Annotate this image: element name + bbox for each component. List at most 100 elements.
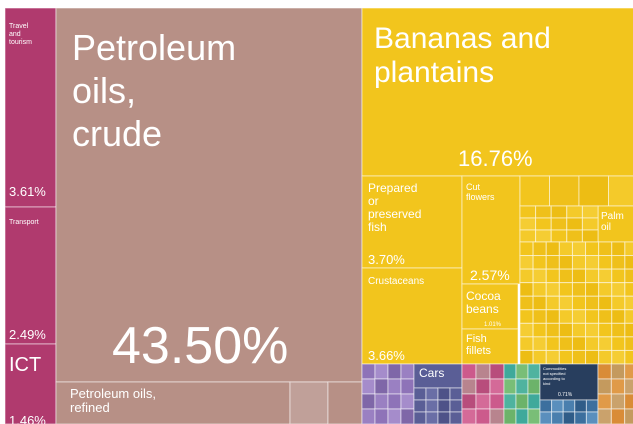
food-small-grid-cell (624, 309, 633, 324)
food-small-grid-cell (545, 322, 560, 338)
food-small-row1-cell (608, 175, 633, 207)
value-crustaceans: 3.66% (368, 348, 405, 363)
food-small-grid-cell (598, 295, 613, 311)
food-small-grid-cell (532, 295, 547, 311)
food-small-grid-cell (585, 255, 600, 270)
machinery-block-cell (400, 408, 415, 424)
value-cut-flowers: 2.57% (470, 267, 510, 283)
food-small-grid-cell (598, 322, 613, 338)
food-small-block-cell (550, 229, 568, 243)
misc-green-block-cell (515, 378, 529, 395)
machinery-block-cell (374, 408, 389, 424)
misc-orange-block-cell (624, 408, 633, 424)
tile-commodities-not-specified-according-to-kind (539, 363, 599, 401)
misc-blue-block-cell (562, 411, 576, 424)
food-small-grid-cell (611, 282, 626, 297)
vehicles-block-cell (425, 399, 439, 413)
machinery-block-cell (361, 408, 376, 424)
food-small-grid-cell (558, 241, 573, 257)
food-small-block-cell (519, 229, 537, 243)
food-small-block-cell (535, 229, 552, 243)
food-small-block-cell (566, 229, 583, 243)
chemicals-block-cell (475, 393, 491, 410)
food-small-block-cell (566, 205, 583, 219)
machinery-block-cell (400, 363, 415, 380)
food-small-grid-cell (611, 255, 626, 270)
food-small-grid-cell (598, 336, 613, 351)
misc-green-block-cell (515, 393, 529, 410)
label-transport: Transport (9, 219, 39, 226)
food-small-grid-cell (532, 241, 547, 257)
food-small-block-cell (566, 217, 583, 231)
food-small-block-cell (550, 217, 568, 231)
label-palm-oil: Palm oil (601, 211, 624, 233)
misc-orange-block-cell (597, 408, 612, 424)
machinery-block-cell (387, 363, 402, 380)
food-small-grid-cell (545, 268, 560, 284)
tile-cocoa-beans (461, 283, 519, 330)
food-small-grid-cell (611, 309, 626, 324)
food-small-grid-cell (611, 295, 626, 311)
misc-blue-block-cell (574, 411, 587, 424)
label-crustaceans: Crustaceans (368, 276, 424, 287)
food-small-grid-cell (571, 295, 587, 311)
food-small-grid-cell (585, 349, 600, 365)
vehicles-block-cell (449, 399, 463, 413)
food-small-grid-cell (624, 322, 633, 338)
machinery-block-cell (387, 408, 402, 424)
chemicals-block-cell (475, 378, 491, 395)
misc-blue-block-cell (539, 411, 553, 424)
chemicals-block-cell (489, 378, 505, 395)
misc-blue-block-cell (585, 411, 599, 424)
food-small-grid-cell (611, 336, 626, 351)
misc-green-block-cell (503, 363, 517, 380)
label-cut-flowers: Cut flowers (466, 182, 495, 202)
label-prepared-or-preserved-fish: Prepared or preserved fish (368, 181, 421, 234)
food-small-grid-cell (532, 336, 547, 351)
value-cocoa-beans: 1.01% (484, 322, 502, 328)
value-travel-and-tourism: 3.61% (9, 184, 46, 199)
food-small-block-cell (581, 217, 599, 231)
food-small-grid-cell (532, 309, 547, 324)
vehicles-block-cell (449, 387, 463, 401)
misc-orange-block-cell (624, 363, 633, 380)
food-small-grid-cell (585, 322, 600, 338)
value-transport: 2.49% (9, 327, 46, 342)
misc-orange-block-cell (597, 363, 612, 380)
tile-travel-and-tourism (4, 7, 57, 208)
food-small-grid-cell (624, 336, 633, 351)
food-small-grid-cell (558, 295, 573, 311)
vehicles-block-cell (437, 387, 451, 401)
food-small-row1-cell (549, 175, 580, 207)
chemicals-block-cell (475, 408, 491, 424)
misc-orange-block-cell (610, 408, 626, 424)
label-petroleum-oils-refined: Petroleum oils, refined (70, 386, 156, 415)
misc-green-block-cell (527, 378, 541, 395)
food-small-block-cell (535, 205, 552, 219)
food-small-grid-cell (611, 241, 626, 257)
misc-green-block-cell (515, 363, 529, 380)
chemicals-block-cell (461, 408, 477, 424)
food-small-block-cell (519, 217, 537, 231)
label-travel-and-tourism: Travel and tourism (9, 23, 32, 46)
food-small-grid-cell (545, 349, 560, 365)
machinery-block-cell (374, 363, 389, 380)
machinery-block-cell (387, 378, 402, 395)
food-small-grid-cell (571, 255, 587, 270)
label-petroleum-oils-crude: Petroleum oils, crude (72, 27, 236, 154)
food-small-grid-cell (598, 349, 613, 365)
food-small-grid-cell (519, 255, 534, 270)
food-small-grid-cell (545, 282, 560, 297)
misc-orange-block-cell (610, 363, 626, 380)
misc-green-block-cell (503, 378, 517, 395)
food-small-grid-cell (598, 309, 613, 324)
food-small-grid-cell (585, 336, 600, 351)
food-small-grid-cell (611, 322, 626, 338)
food-small-grid-cell (585, 268, 600, 284)
value-petroleum-oils-crude: 43.50% (112, 317, 288, 375)
misc-green-block-cell (527, 393, 541, 410)
food-small-grid-cell (532, 349, 547, 365)
misc-orange-block-cell (624, 393, 633, 410)
food-small-grid-cell (598, 282, 613, 297)
misc-orange-block-cell (610, 393, 626, 410)
